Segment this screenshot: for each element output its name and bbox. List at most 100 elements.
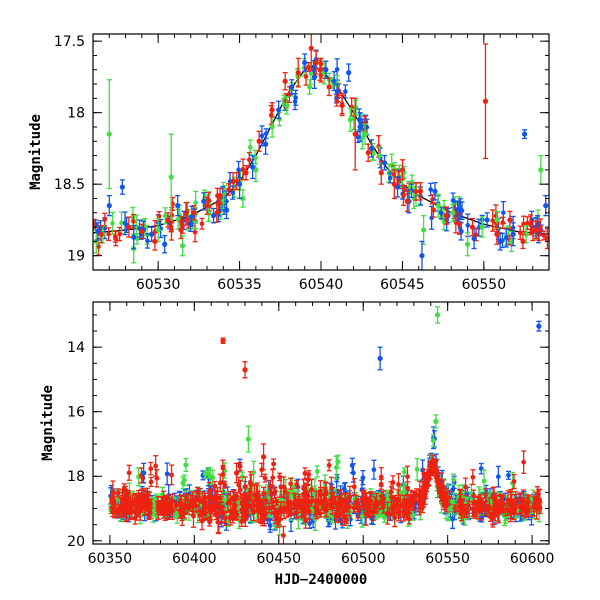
data-point-green	[359, 135, 365, 141]
data-point-red	[306, 472, 312, 477]
data-point-green	[182, 477, 187, 483]
data-point-red	[226, 187, 231, 192]
data-point-red	[378, 170, 384, 176]
data-point-blue	[323, 67, 329, 73]
xtick-label: 60540	[299, 277, 344, 293]
data-point-green	[119, 220, 124, 226]
data-point-blue	[106, 203, 112, 209]
data-point-red	[500, 220, 506, 226]
data-point-green	[414, 466, 420, 472]
data-point-red	[117, 231, 122, 237]
data-point-green	[179, 243, 186, 249]
data-point-blue	[346, 70, 352, 76]
data-point-red	[192, 229, 198, 235]
data-point-red	[237, 464, 243, 469]
data-point-red	[288, 481, 293, 487]
data-point-blue	[419, 253, 425, 259]
data-point-blue	[360, 475, 366, 481]
data-point-red	[173, 503, 179, 509]
data-point-red	[492, 500, 498, 506]
data-point-blue	[119, 184, 125, 190]
data-point-red	[303, 74, 309, 79]
xtick-label: 60535	[217, 277, 262, 293]
data-point-red	[470, 474, 476, 480]
data-point-green	[371, 151, 376, 157]
data-point-blue	[164, 471, 170, 477]
data-point-red	[169, 227, 174, 233]
data-point-red	[295, 70, 301, 76]
data-point-red	[483, 492, 488, 498]
xtick-label: 60530	[136, 277, 181, 293]
data-point-red	[282, 78, 288, 84]
data-point-green	[538, 167, 544, 173]
data-point-green	[175, 216, 181, 222]
top-ylabel: Magnitude	[28, 114, 44, 190]
data-point-red	[494, 231, 500, 237]
data-point-red	[96, 244, 101, 250]
data-point-green	[448, 499, 454, 505]
data-point-green	[269, 124, 275, 130]
data-point-blue	[311, 74, 318, 80]
data-point-green	[247, 144, 253, 150]
data-point-red	[274, 498, 279, 504]
data-point-red	[217, 480, 223, 486]
data-point-red	[222, 515, 227, 520]
data-point-red	[228, 497, 233, 503]
data-point-blue	[289, 84, 295, 90]
data-point-blue	[210, 213, 217, 219]
ytick-label: 18.5	[54, 177, 85, 193]
data-point-blue	[230, 190, 236, 195]
data-point-red	[191, 210, 197, 216]
data-point-red	[413, 189, 419, 194]
data-point-green	[277, 116, 282, 122]
data-point-red	[269, 107, 275, 113]
data-point-blue	[510, 231, 516, 237]
data-point-blue	[145, 238, 150, 244]
data-point-green	[284, 102, 290, 109]
data-point-green	[464, 241, 471, 247]
data-point-red	[169, 472, 174, 478]
data-point-green	[479, 224, 485, 230]
data-point-green	[307, 84, 313, 90]
data-point-red	[256, 138, 262, 144]
data-point-green	[240, 195, 246, 202]
data-point-blue	[259, 133, 265, 139]
top-ticks: 60530 60535 60540 60545 60550 17.5 18 18.5 19	[54, 34, 550, 293]
data-point-green	[106, 131, 112, 137]
data-point-red	[490, 218, 495, 223]
top-panel: 60530 60535 60540 60545 60550 17.5 18 18.5 19 Ma…	[28, 33, 550, 293]
data-point-red	[313, 60, 319, 66]
data-point-blue	[364, 124, 370, 130]
data-point-green	[110, 221, 115, 226]
data-point-blue	[276, 107, 282, 113]
data-point-green	[362, 131, 368, 137]
data-point-red	[281, 533, 286, 538]
data-point-red	[525, 220, 530, 226]
data-point-green	[494, 217, 500, 223]
data-point-red	[98, 231, 104, 237]
data-point-red	[352, 131, 358, 137]
data-point-red	[318, 61, 324, 67]
data-point-red	[533, 227, 539, 233]
data-point-blue	[543, 203, 549, 209]
data-point-red	[479, 508, 484, 514]
data-point-blue	[223, 207, 230, 213]
data-point-blue	[350, 470, 356, 476]
data-point-red	[126, 224, 132, 230]
data-point-red	[131, 219, 136, 224]
data-point-blue	[334, 88, 340, 94]
data-point-red	[243, 170, 249, 176]
data-point-red	[156, 214, 162, 219]
data-point-blue	[175, 203, 181, 209]
data-point-red	[154, 475, 160, 481]
data-point-green	[168, 174, 174, 180]
data-point-blue	[495, 474, 501, 480]
data-point-red	[334, 98, 340, 104]
data-point-blue	[503, 235, 509, 241]
data-point-blue	[162, 241, 168, 247]
data-point-red	[329, 485, 334, 491]
data-point-blue	[343, 89, 348, 94]
data-point-blue	[387, 175, 393, 181]
data-point-blue	[292, 99, 298, 104]
